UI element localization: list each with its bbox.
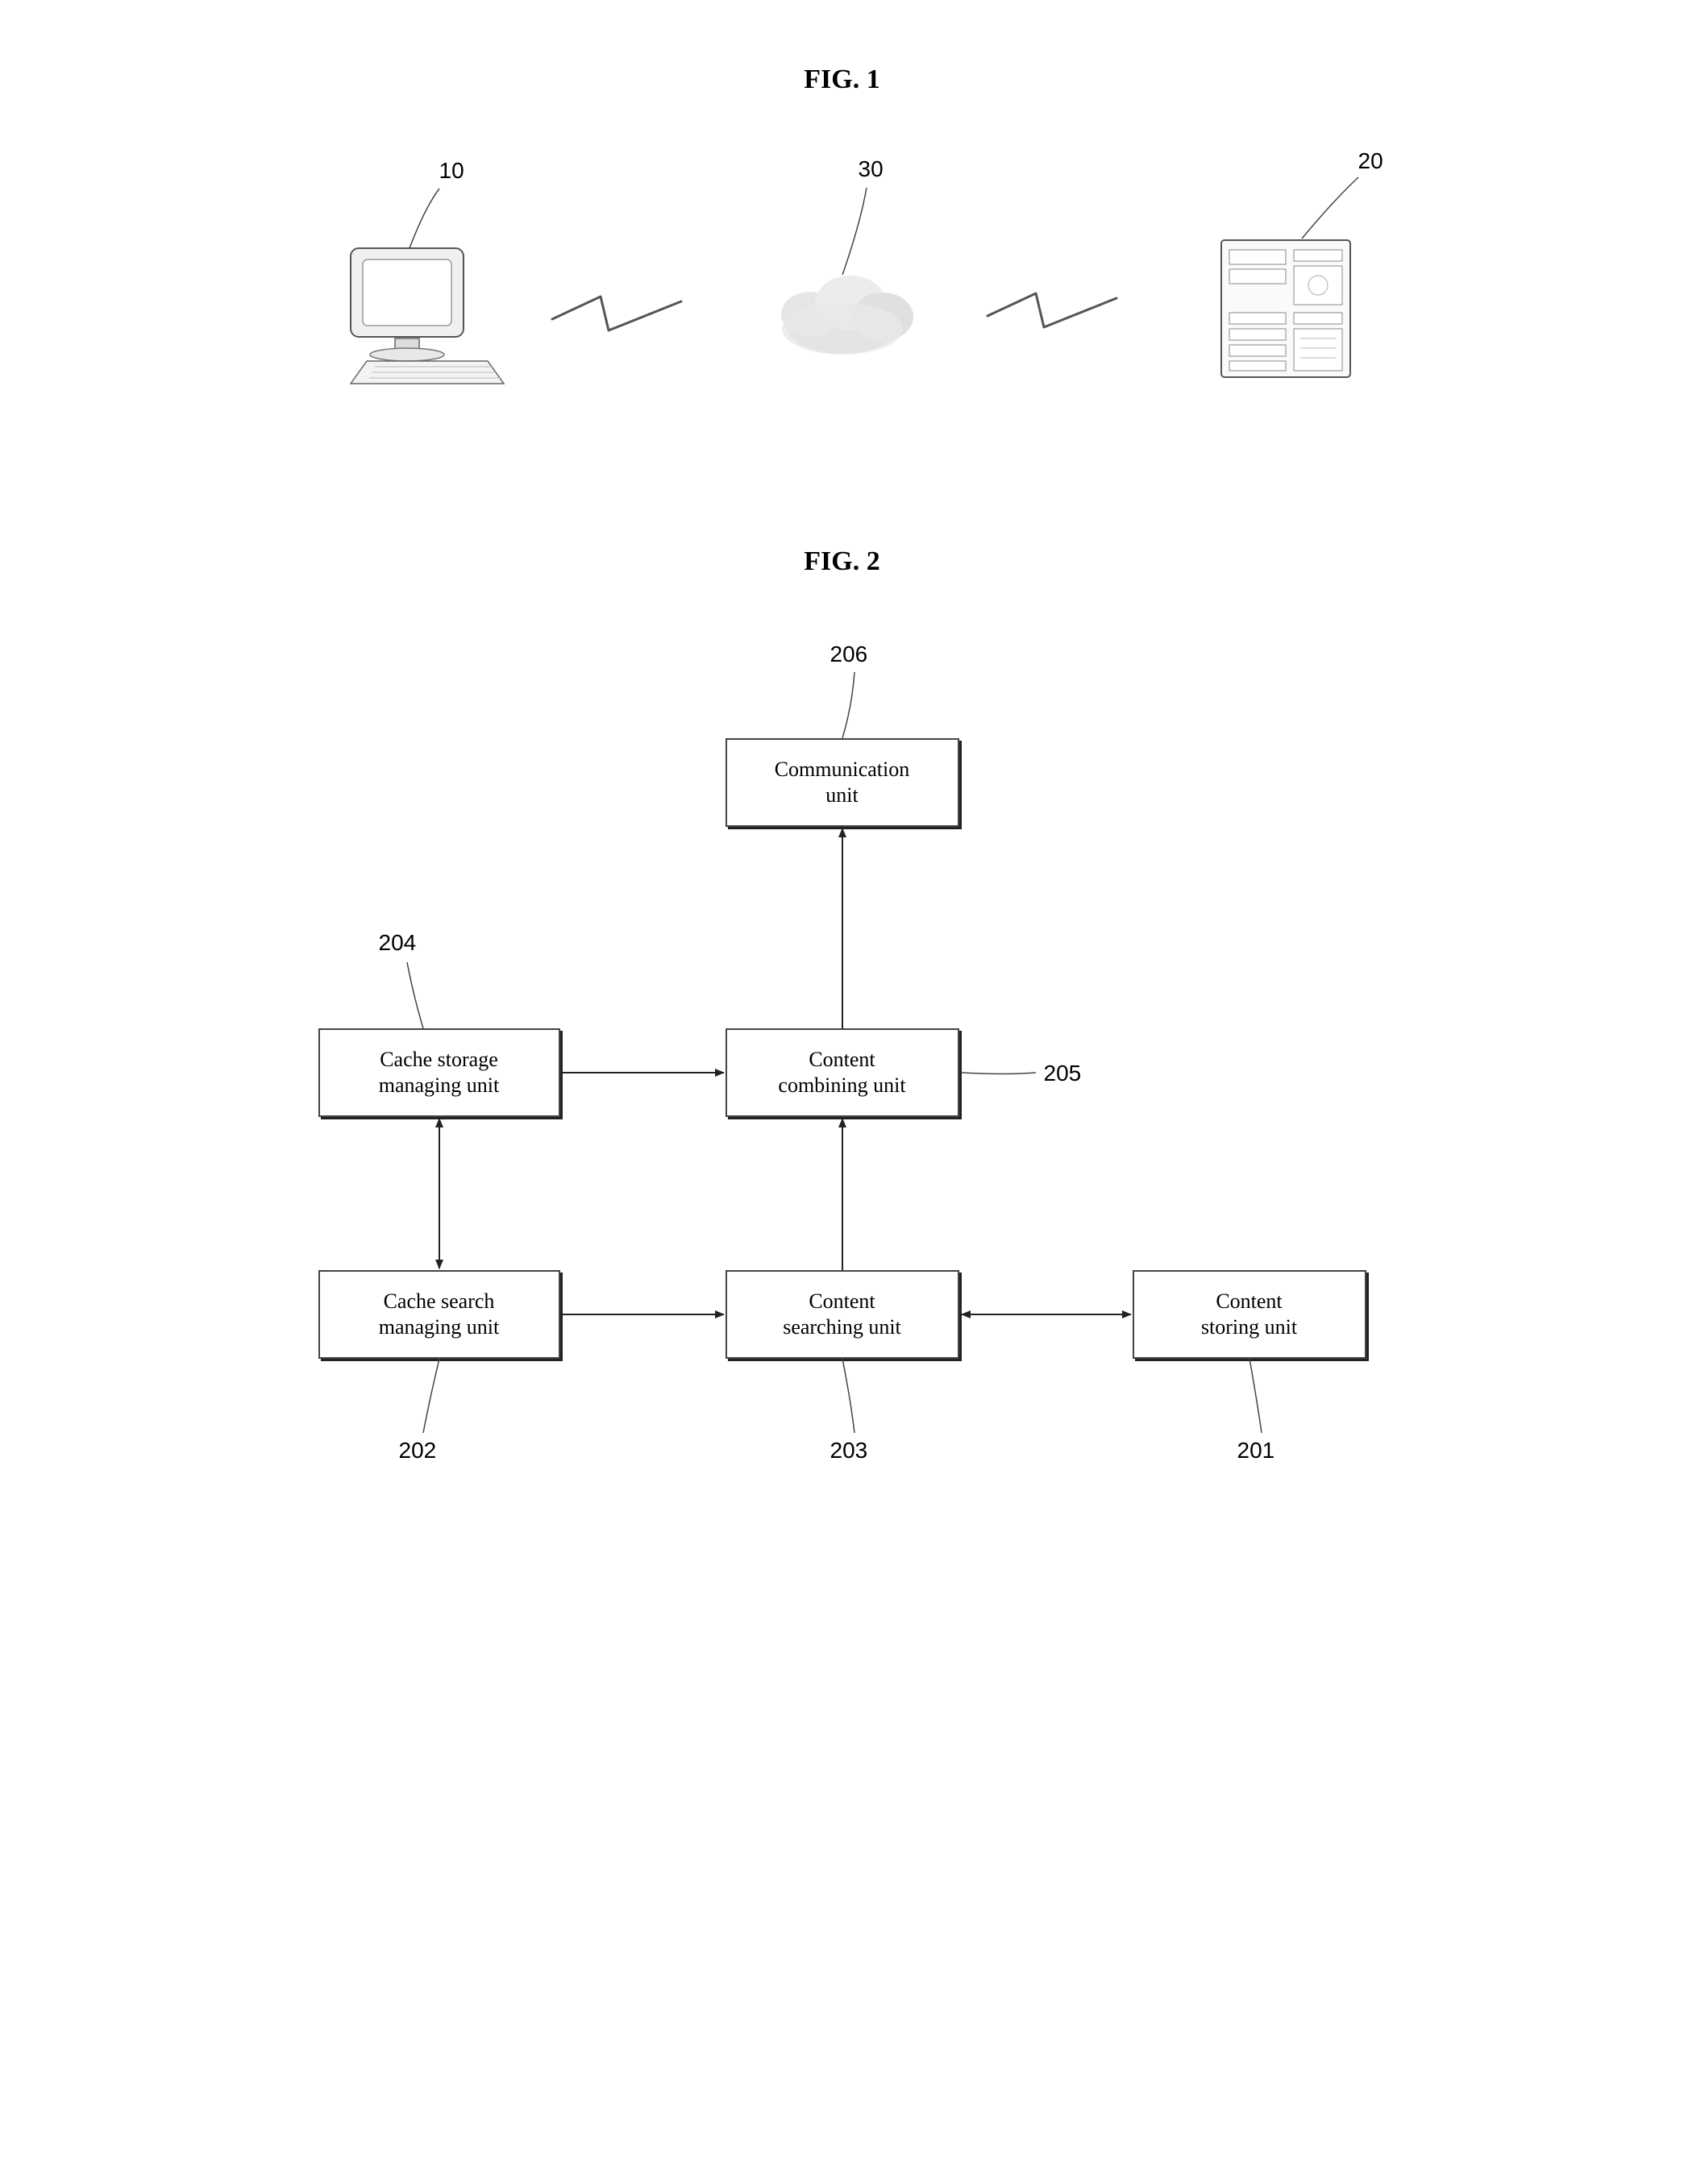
label-202: 202 — [399, 1438, 437, 1464]
label-203: 203 — [830, 1438, 868, 1464]
label-201: 201 — [1237, 1438, 1275, 1464]
fig2-leaders — [198, 625, 1487, 1512]
fig1-title: FIG. 1 — [32, 64, 1652, 95]
label-205: 205 — [1044, 1061, 1082, 1086]
fig2-title: FIG. 2 — [32, 546, 1652, 577]
fig2-container: Communicationunit Cache storagemanaging … — [198, 625, 1487, 1512]
zigzag-link-2 — [198, 143, 1487, 434]
label-206: 206 — [830, 641, 868, 667]
fig1-container: 10 30 20 — [198, 143, 1487, 434]
label-204: 204 — [379, 930, 417, 956]
